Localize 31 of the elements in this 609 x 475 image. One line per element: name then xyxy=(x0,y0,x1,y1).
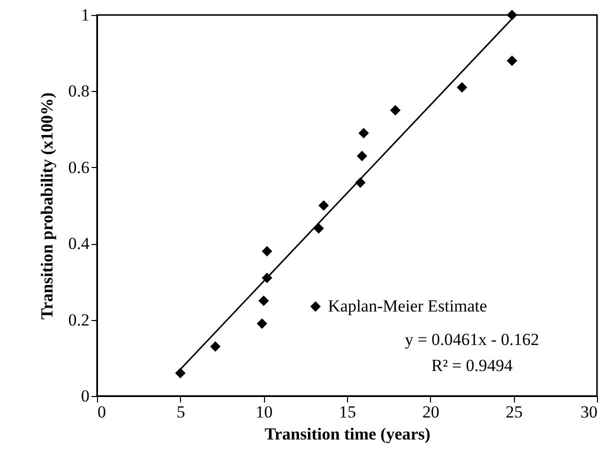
point xyxy=(318,200,329,210)
legend-label: Kaplan-Meier Estimate xyxy=(328,296,488,316)
annotation: R² = 0.9494 xyxy=(431,356,514,375)
point xyxy=(314,223,324,234)
x-tick-label: 0 xyxy=(98,402,106,422)
point xyxy=(257,318,267,329)
x-axis-title: Transition time (years) xyxy=(264,424,430,444)
y-tick-label: 0.8 xyxy=(68,82,90,101)
point xyxy=(358,128,369,138)
y-tick-label: 1 xyxy=(81,6,90,24)
point xyxy=(390,105,400,116)
y-tick-label: 0.6 xyxy=(68,158,90,177)
point xyxy=(357,151,367,161)
x-tick-label: 15 xyxy=(339,402,356,422)
x-tick-label: 30 xyxy=(580,402,598,422)
x-tick-label: 20 xyxy=(422,402,440,422)
x-tick-label: 10 xyxy=(256,402,273,422)
point xyxy=(507,56,517,66)
annotation: y = 0.0461x - 0.162 xyxy=(404,330,540,349)
y-tick-label: 0.4 xyxy=(68,234,90,254)
point xyxy=(175,368,186,378)
y-tick-label: 0 xyxy=(81,386,90,406)
point xyxy=(507,10,517,20)
point xyxy=(457,82,467,92)
point xyxy=(258,296,269,306)
x-tick-label: 5 xyxy=(176,402,186,422)
x-tick-label: 25 xyxy=(506,402,523,422)
y-axis-title: Transition probability (x100%) xyxy=(37,92,56,320)
point xyxy=(262,246,272,256)
point xyxy=(210,342,220,352)
y-tick-label: 0.2 xyxy=(68,310,90,330)
